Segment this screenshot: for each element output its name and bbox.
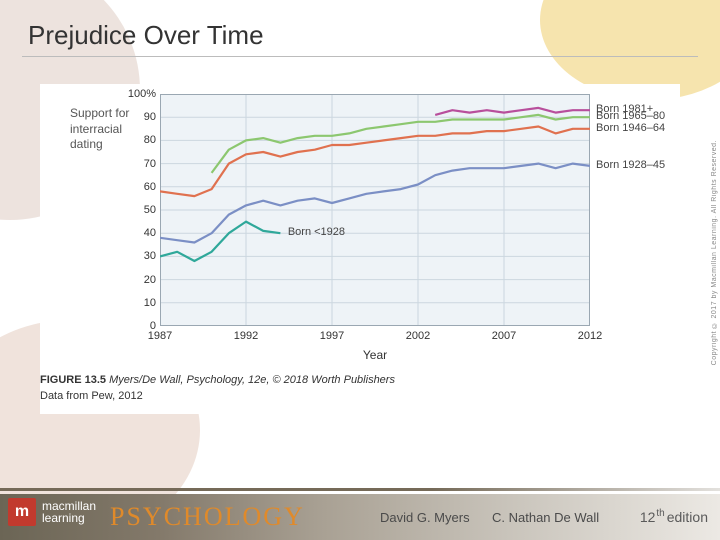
chart-container: Support for interracial dating Year FIGU… <box>40 84 680 414</box>
y-tick-label: 100% <box>128 88 156 100</box>
x-tick-label: 1987 <box>148 330 172 342</box>
series-line <box>160 164 590 243</box>
footer: m macmillan learning PSYCHOLOGY David G.… <box>0 494 720 540</box>
series-end-label: Born 1946–64 <box>596 122 665 134</box>
edition-suffix: th <box>656 508 664 519</box>
series-line <box>435 108 590 115</box>
chart-plot-area <box>160 94 590 326</box>
y-tick-label: 10 <box>144 297 156 309</box>
edition-number: 12 <box>640 509 656 525</box>
y-tick-label: 50 <box>144 204 156 216</box>
series-inline-label: Born <1928 <box>288 226 345 238</box>
x-tick-label: 1992 <box>234 330 258 342</box>
y-axis-title-l1: Support for <box>70 106 129 120</box>
edition-label: 12 th edition <box>640 494 708 540</box>
logo-text-bottom: learning <box>42 511 85 525</box>
y-tick-label: 90 <box>144 111 156 123</box>
figure-number: FIGURE 13.5 <box>40 374 106 386</box>
publisher-logo: m macmillan learning <box>8 498 96 526</box>
figure-caption: FIGURE 13.5 Myers/De Wall, Psychology, 1… <box>40 374 395 386</box>
x-axis-title: Year <box>160 348 590 362</box>
y-tick-label: 20 <box>144 274 156 286</box>
y-tick-label: 60 <box>144 181 156 193</box>
series-end-label: Born 1928–45 <box>596 159 665 171</box>
x-tick-label: 2007 <box>492 330 516 342</box>
x-tick-label: 2012 <box>578 330 602 342</box>
publisher-logo-text: macmillan learning <box>42 500 96 524</box>
slide-title: Prejudice Over Time <box>28 20 264 51</box>
figure-source: Myers/De Wall, Psychology, 12e, © 2018 W… <box>109 374 395 386</box>
x-tick-label: 1997 <box>320 330 344 342</box>
y-axis-title: Support for interracial dating <box>70 106 150 153</box>
series-line <box>160 127 590 197</box>
y-tick-label: 70 <box>144 158 156 170</box>
footer-divider <box>0 488 720 491</box>
y-tick-label: 30 <box>144 250 156 262</box>
y-tick-label: 80 <box>144 134 156 146</box>
y-axis-title-l3: dating <box>70 137 103 151</box>
publisher-logo-mark: m <box>8 498 36 526</box>
chart-svg <box>160 94 590 326</box>
y-axis-title-l2: interracial <box>70 122 122 136</box>
edition-word: edition <box>667 509 708 525</box>
x-tick-label: 2002 <box>406 330 430 342</box>
series-end-label: Born 1965–80 <box>596 110 665 122</box>
title-underline <box>22 56 698 57</box>
book-title: PSYCHOLOGY <box>110 494 305 540</box>
figure-data-source: Data from Pew, 2012 <box>40 390 143 402</box>
slide-root: Prejudice Over Time Support for interrac… <box>0 0 720 540</box>
copyright-vertical: Copyright © 2017 by Macmillan Learning. … <box>711 140 718 365</box>
footer-background <box>0 494 720 540</box>
y-tick-label: 40 <box>144 227 156 239</box>
author-2: C. Nathan De Wall <box>492 494 599 540</box>
author-1: David G. Myers <box>380 494 470 540</box>
